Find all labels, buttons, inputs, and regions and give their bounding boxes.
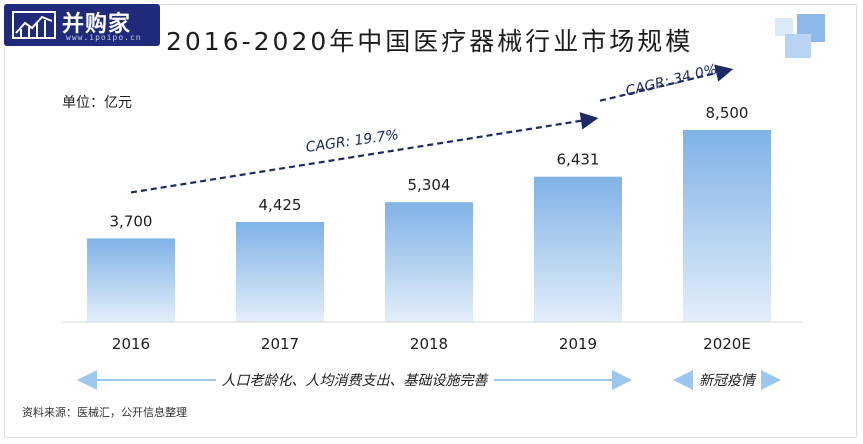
bar-2016 bbox=[87, 238, 175, 322]
bar-2017 bbox=[236, 222, 324, 322]
x-tick-label-2018: 2018 bbox=[410, 335, 448, 353]
x-tick-label-2019: 2019 bbox=[559, 335, 597, 353]
chart-title: 2016-2020年中国医疗器械行业市场规模 bbox=[166, 27, 694, 56]
value-label-2018: 5,304 bbox=[408, 176, 451, 194]
value-label-2016: 3,700 bbox=[110, 212, 153, 230]
decoration-squares-icon bbox=[775, 14, 825, 58]
logo-url: www.ipoipo.cn bbox=[66, 33, 142, 42]
unit-label: 单位：亿元 bbox=[62, 95, 132, 111]
bar-2019 bbox=[534, 176, 622, 322]
bar-2018 bbox=[385, 202, 473, 322]
chart-logo-icon bbox=[12, 11, 56, 39]
value-label-2017: 4,425 bbox=[259, 196, 302, 214]
period-label: 新冠疫情 bbox=[693, 370, 761, 390]
logo-text: 并购家 bbox=[62, 12, 132, 37]
cagr-trend-arrow bbox=[599, 64, 734, 102]
bar-2020E bbox=[683, 130, 771, 322]
value-label-2020E: 8,500 bbox=[706, 104, 749, 122]
cagr-trend-arrow bbox=[130, 112, 599, 194]
brand-logo: 并购家 www.ipoipo.cn bbox=[4, 4, 160, 46]
period-label: 人口老龄化、人均消费支出、基础设施完善 bbox=[215, 370, 494, 390]
chart-frame bbox=[4, 4, 857, 438]
x-tick-label-2016: 2016 bbox=[112, 335, 150, 353]
x-tick-label-2017: 2017 bbox=[261, 335, 299, 353]
x-tick-label-2020E: 2020E bbox=[703, 335, 751, 353]
source-note: 资料来源：医械汇，公开信息整理 bbox=[22, 406, 187, 419]
value-label-2019: 6,431 bbox=[557, 151, 600, 169]
